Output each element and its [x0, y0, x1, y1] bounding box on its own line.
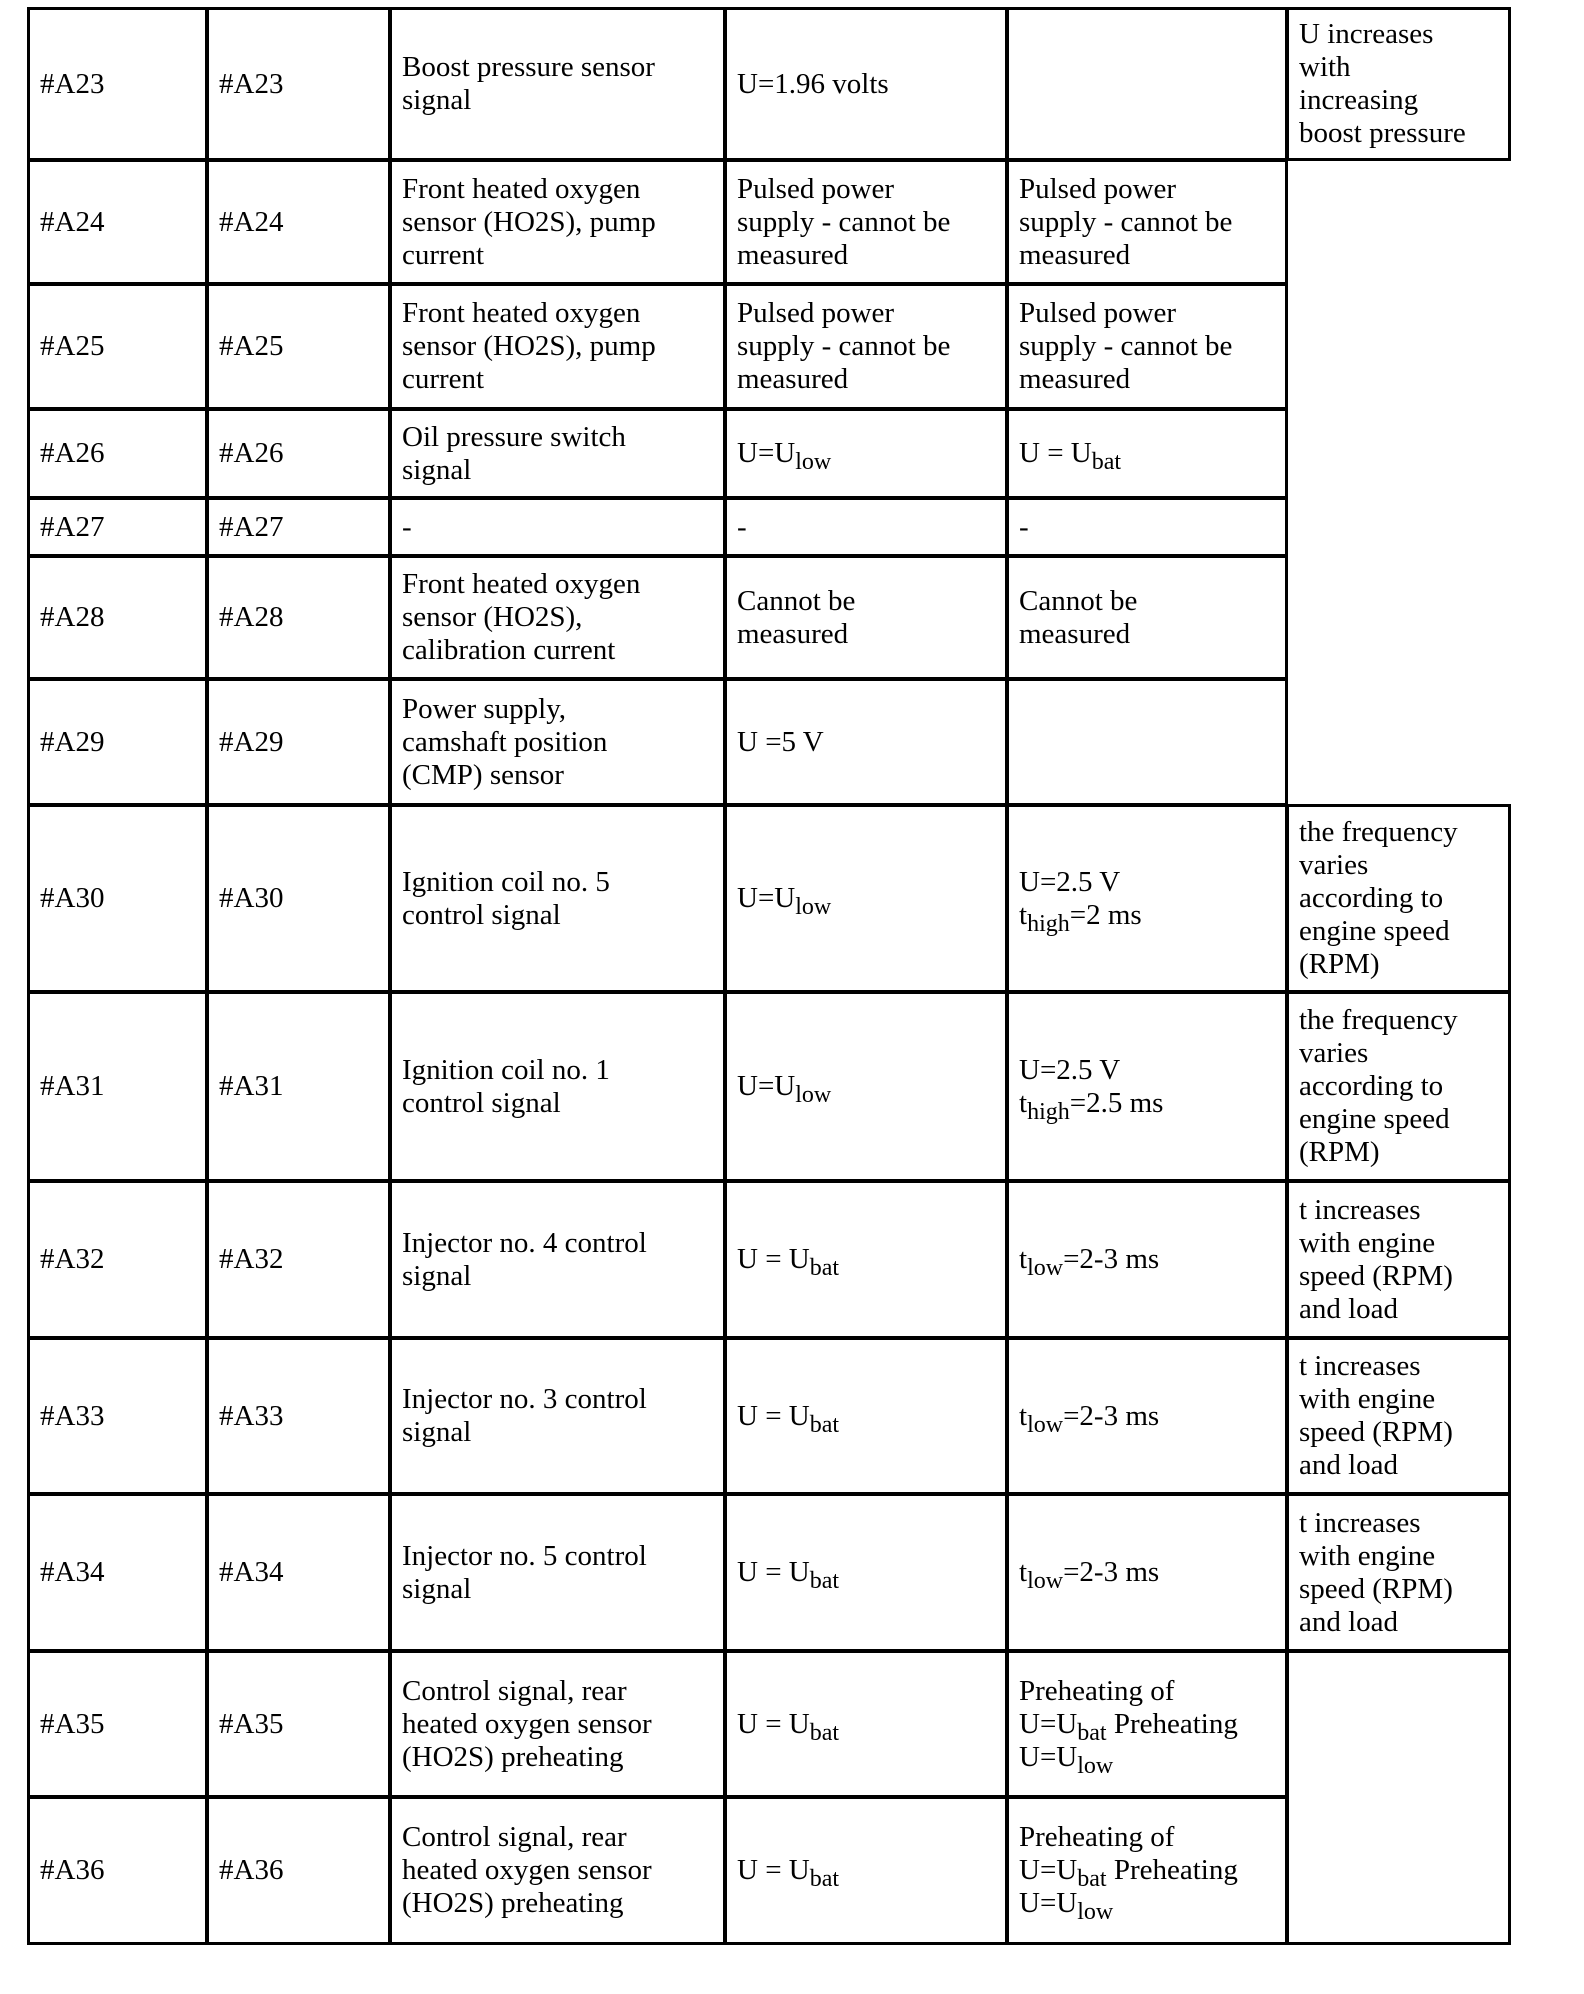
description-cell: Control signal, rear heated oxygen senso…: [389, 1650, 726, 1798]
pin-cell: #A24: [27, 159, 208, 285]
value-cell-1: U = Ubat: [724, 1493, 1008, 1652]
pin-cell-alt: #A23: [206, 7, 391, 161]
value-cell-1: U=1.96 volts: [724, 7, 1008, 161]
pin-cell: #A34: [27, 1493, 208, 1652]
pin-cell: #A23: [27, 7, 208, 161]
description-cell: Ignition coil no. 1 control signal: [389, 991, 726, 1182]
value-cell-1: U = Ubat: [724, 1796, 1008, 1945]
description-cell: Front heated oxygen sensor (HO2S), pump …: [389, 159, 726, 285]
pin-cell-alt: #A31: [206, 991, 391, 1182]
pin-cell-alt: #A33: [206, 1337, 391, 1495]
value-cell-1: U =5 V: [724, 678, 1008, 806]
note-cell: U increases with increasing boost pressu…: [1286, 7, 1511, 161]
value-cell-2: U=2.5 V thigh=2.5 ms: [1006, 991, 1288, 1182]
value-cell-2: Pulsed power supply - cannot be measured: [1006, 159, 1288, 285]
note-cell: the frequency varies according to engine…: [1286, 991, 1511, 1182]
description-cell: Injector no. 3 control signal: [389, 1337, 726, 1495]
value-cell-2: [1006, 7, 1288, 161]
value-cell-1: U=Ulow: [724, 991, 1008, 1182]
value-cell-1: Pulsed power supply - cannot be measured: [724, 283, 1008, 410]
value-cell-2: U = Ubat: [1006, 408, 1288, 499]
note-cell: t increases with engine speed (RPM) and …: [1286, 1337, 1511, 1495]
value-cell-2: U=2.5 V thigh=2 ms: [1006, 804, 1288, 993]
pin-cell-alt: #A30: [206, 804, 391, 993]
value-cell-2: tlow=2-3 ms: [1006, 1337, 1288, 1495]
pin-cell: #A25: [27, 283, 208, 410]
pin-cell-alt: #A32: [206, 1180, 391, 1339]
description-cell: Front heated oxygen sensor (HO2S), pump …: [389, 283, 726, 410]
pin-cell: #A29: [27, 678, 208, 806]
pin-cell: #A26: [27, 408, 208, 499]
value-cell-2: Preheating of U=Ubat Preheating U=Ulow: [1006, 1650, 1288, 1798]
pin-cell: #A33: [27, 1337, 208, 1495]
value-cell-2: Cannot be measured: [1006, 555, 1288, 680]
description-cell: Boost pressure sensor signal: [389, 7, 726, 161]
value-cell-1: U=Ulow: [724, 408, 1008, 499]
value-cell-1: Cannot be measured: [724, 555, 1008, 680]
value-cell-2: tlow=2-3 ms: [1006, 1180, 1288, 1339]
value-cell-1: Pulsed power supply - cannot be measured: [724, 159, 1008, 285]
value-cell-1: -: [724, 497, 1008, 557]
pin-cell-alt: #A35: [206, 1650, 391, 1798]
pin-cell: #A30: [27, 804, 208, 993]
pin-cell-alt: #A36: [206, 1796, 391, 1945]
pin-cell-alt: #A26: [206, 408, 391, 499]
description-cell: Injector no. 5 control signal: [389, 1493, 726, 1652]
note-cell: the frequency varies according to engine…: [1286, 804, 1511, 993]
value-cell-1: U = Ubat: [724, 1180, 1008, 1339]
description-cell: -: [389, 497, 726, 557]
description-cell: Oil pressure switch signal: [389, 408, 726, 499]
description-cell: Front heated oxygen sensor (HO2S), calib…: [389, 555, 726, 680]
value-cell-2: Pulsed power supply - cannot be measured: [1006, 283, 1288, 410]
pin-cell-alt: #A34: [206, 1493, 391, 1652]
pin-cell-alt: #A29: [206, 678, 391, 806]
description-cell: Injector no. 4 control signal: [389, 1180, 726, 1339]
value-cell-2: -: [1006, 497, 1288, 557]
pin-cell: #A31: [27, 991, 208, 1182]
pin-cell-alt: #A27: [206, 497, 391, 557]
pin-cell-alt: #A24: [206, 159, 391, 285]
description-cell: Ignition coil no. 5 control signal: [389, 804, 726, 993]
value-cell-2: tlow=2-3 ms: [1006, 1493, 1288, 1652]
value-cell-1: U=Ulow: [724, 804, 1008, 993]
value-cell-1: U = Ubat: [724, 1337, 1008, 1495]
pin-cell-alt: #A25: [206, 283, 391, 410]
note-cell: t increases with engine speed (RPM) and …: [1286, 1493, 1511, 1652]
pin-cell: #A27: [27, 497, 208, 557]
pin-cell: #A32: [27, 1180, 208, 1339]
description-cell: Control signal, rear heated oxygen senso…: [389, 1796, 726, 1945]
description-cell: Power supply, camshaft position (CMP) se…: [389, 678, 726, 806]
pin-cell: #A28: [27, 555, 208, 680]
note-cell: t increases with engine speed (RPM) and …: [1286, 1180, 1511, 1339]
pin-cell: #A35: [27, 1650, 208, 1798]
pin-cell-alt: #A28: [206, 555, 391, 680]
pin-cell: #A36: [27, 1796, 208, 1945]
value-cell-1: U = Ubat: [724, 1650, 1008, 1798]
value-cell-2: [1006, 678, 1288, 806]
note-cell: [1286, 1650, 1511, 1945]
value-cell-2: Preheating of U=Ubat Preheating U=Ulow: [1006, 1796, 1288, 1945]
